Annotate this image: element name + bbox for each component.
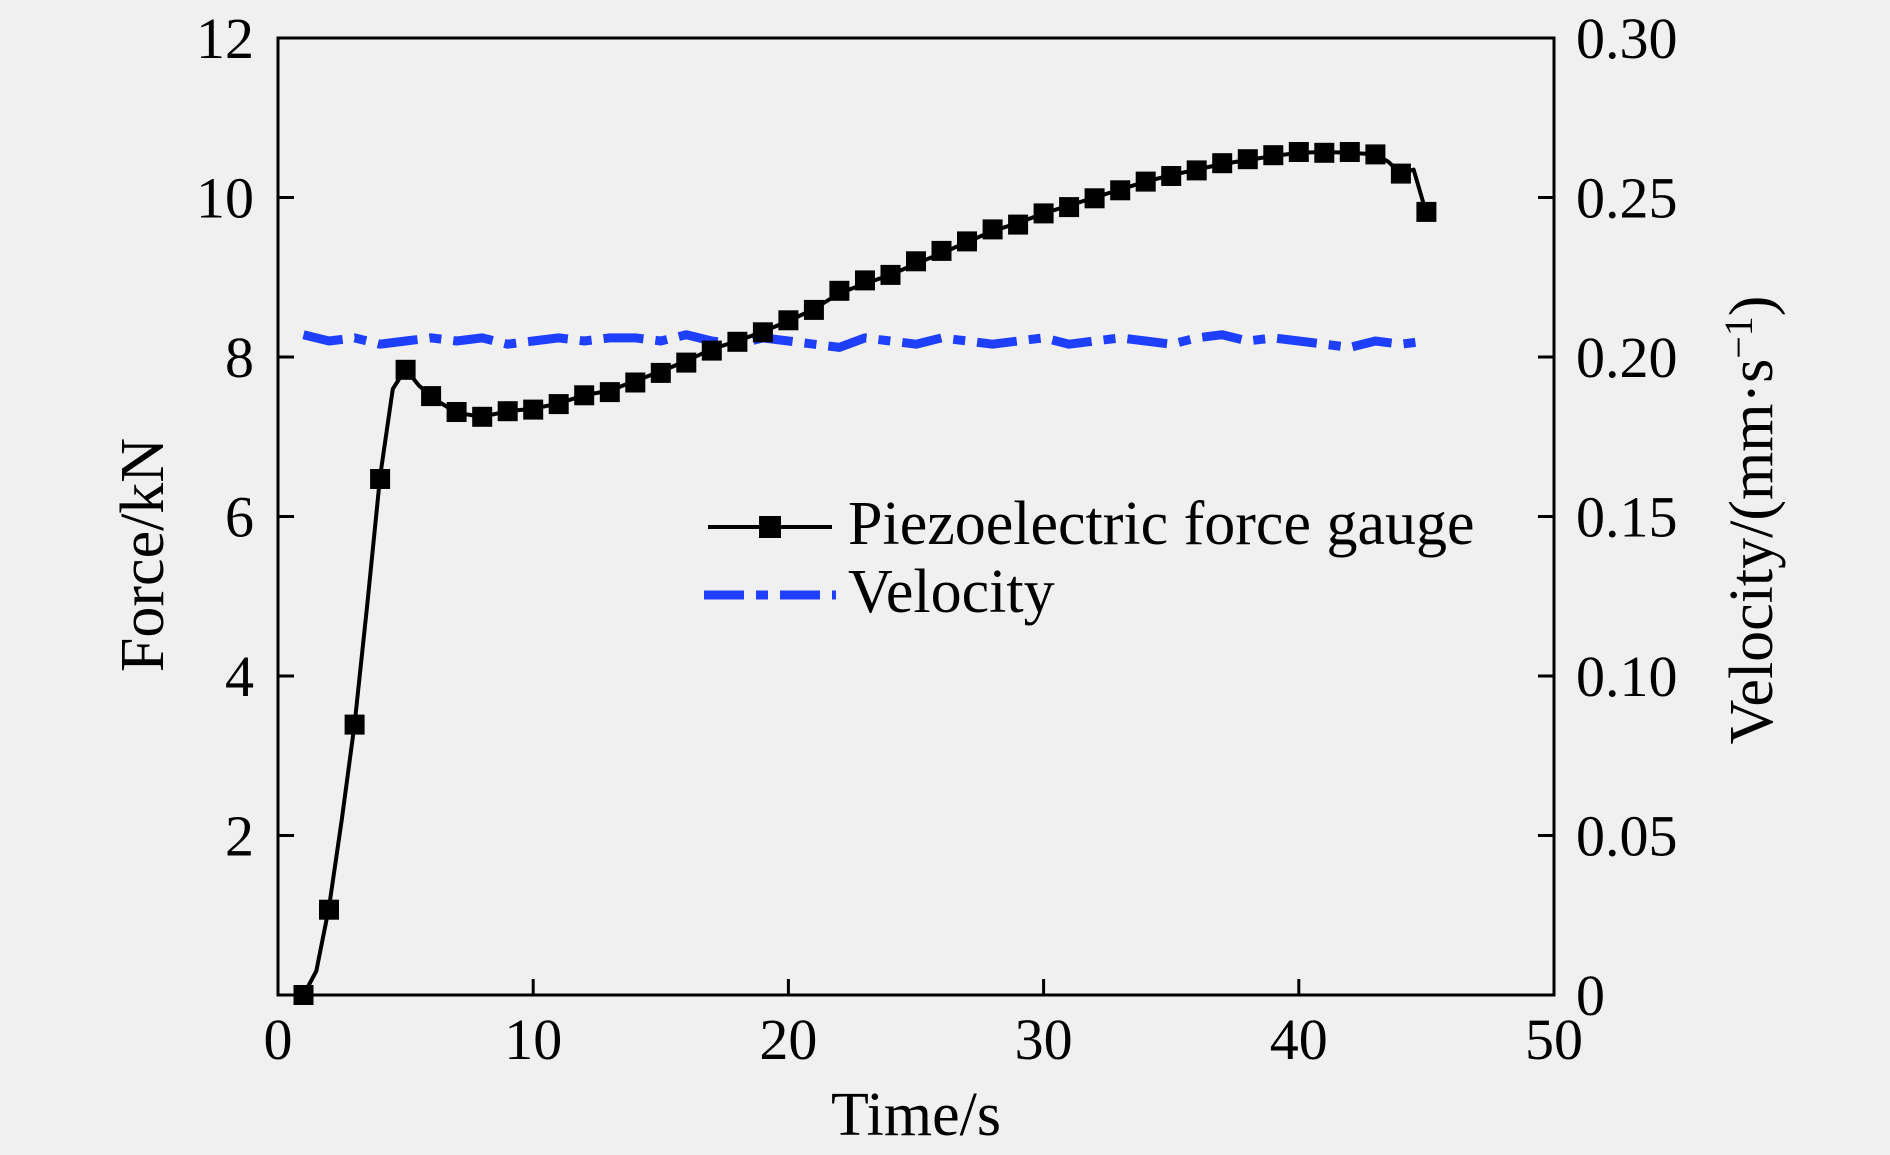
force-data-point: [497, 401, 518, 422]
force-data-point: [1084, 188, 1105, 209]
force-data-point: [1237, 149, 1258, 170]
legend-label-velocity: Velocity: [848, 558, 1055, 626]
force-data-point: [1314, 142, 1335, 163]
force-data-point: [421, 386, 442, 407]
force-data-point: [803, 299, 824, 320]
force-data-point: [1161, 166, 1182, 186]
right-axis-title-close: ): [1718, 296, 1786, 317]
right-y-tick-label: 0.20: [1576, 325, 1678, 390]
force-data-point: [395, 359, 416, 380]
force-data-point: [676, 352, 697, 373]
force-data-point: [1033, 203, 1054, 224]
force-data-point: [523, 399, 544, 420]
force-data-point: [370, 469, 391, 489]
force-data-point: [1135, 171, 1156, 192]
force-data-point: [1416, 201, 1437, 222]
right-y-tick-label: 0: [1576, 963, 1605, 1028]
force-data-point: [1339, 142, 1360, 162]
force-data-point: [548, 394, 569, 415]
force-data-point: [957, 231, 977, 252]
force-data-point: [778, 310, 799, 331]
left-y-tick-label: 10: [196, 166, 254, 231]
force-data-point: [1288, 142, 1309, 162]
legend: Piezoelectric force gauge Velocity: [704, 490, 1475, 626]
x-tick-label: 50: [1525, 1007, 1583, 1072]
force-data-point: [1365, 144, 1386, 165]
force-data-point: [650, 362, 671, 383]
force-data-point: [931, 240, 952, 261]
x-tick-label: 10: [504, 1007, 562, 1072]
ticks-layer: 0 10 20 30 40 50 2 4 6 8 10 12 0 0.05 0.10 0.15 0.20 0.25…: [196, 6, 1678, 1072]
velocity-series-line: [302, 330, 1427, 352]
force-data-point: [727, 331, 748, 352]
force-data-point: [1390, 163, 1411, 184]
left-y-tick-label: 6: [225, 485, 254, 550]
right-y-tick-label: 0.25: [1576, 166, 1678, 231]
force-data-point: [625, 372, 646, 393]
x-tick-label: 0: [264, 1007, 293, 1072]
x-tick-label: 20: [759, 1007, 817, 1072]
left-y-tick-label: 2: [225, 804, 254, 869]
force-data-point: [344, 714, 365, 735]
force-data-point: [1110, 180, 1131, 201]
force-data-point: [906, 251, 926, 272]
left-y-tick-label: 12: [196, 6, 254, 71]
x-tick-label: 30: [1015, 1007, 1073, 1072]
left-y-tick-label: 4: [225, 644, 254, 709]
right-axis-title: Velocity/(mm·s−1): [1716, 296, 1786, 745]
force-data-point: [446, 402, 467, 422]
left-axis-title: Force/kN: [109, 438, 177, 672]
force-data-point: [319, 899, 339, 920]
force-data-point: [1212, 153, 1233, 174]
force-data-point: [599, 382, 620, 403]
right-axis-title-main: Velocity/(mm·s: [1718, 359, 1786, 745]
force-data-point: [1008, 214, 1029, 235]
force-data-point: [574, 385, 595, 406]
x-tick-label: 40: [1270, 1007, 1328, 1072]
right-y-tick-label: 0.15: [1576, 485, 1678, 550]
force-data-point: [472, 406, 493, 427]
force-data-point: [855, 270, 875, 291]
force-data-point: [829, 280, 850, 301]
force-data-point: [701, 340, 722, 361]
right-y-tick-label: 0.30: [1576, 6, 1678, 71]
right-y-tick-label: 0.10: [1576, 644, 1678, 709]
legend-label-force: Piezoelectric force gauge: [848, 490, 1475, 558]
left-y-tick-label: 8: [225, 325, 254, 390]
legend-item-force: Piezoelectric force gauge: [708, 490, 1475, 558]
legend-item-velocity: Velocity: [704, 558, 1055, 626]
force-data-point: [982, 219, 1003, 240]
force-data-point: [1186, 160, 1207, 181]
right-axis-title-superscript: −1: [1716, 316, 1761, 359]
legend-swatch-force-marker: [759, 516, 781, 538]
series-layer: [293, 142, 1437, 1005]
force-data-point: [880, 264, 901, 285]
force-data-point: [1263, 145, 1284, 166]
force-data-point: [752, 322, 773, 343]
x-axis-title: Time/s: [831, 1081, 1001, 1149]
force-data-point: [1059, 197, 1080, 218]
right-y-tick-label: 0.05: [1576, 804, 1678, 869]
